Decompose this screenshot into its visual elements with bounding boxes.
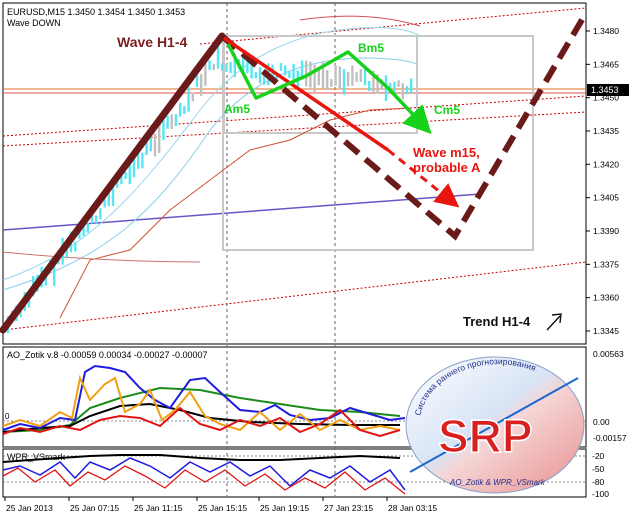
time-axis: 25 Jan 2013 25 Jan 07:15 25 Jan 11:15 25 Ja… bbox=[4, 497, 437, 513]
ao-tick-label: 0.00 bbox=[593, 417, 610, 427]
ao-red-line bbox=[2, 406, 401, 438]
price-tick-label: 1.3375 bbox=[593, 259, 619, 269]
time-tick-label: 25 Jan 11:15 bbox=[134, 503, 183, 513]
green-m5-wave bbox=[226, 43, 432, 135]
label-cm5: Cm5 bbox=[434, 103, 460, 117]
label-wave-m15: Wave m15, bbox=[413, 145, 480, 160]
logo-letters: SRP bbox=[438, 410, 533, 462]
wpr-black-line bbox=[2, 454, 401, 463]
price-tick-label: 1.3435 bbox=[593, 126, 619, 136]
ma-curve-5 bbox=[2, 251, 201, 263]
wpr-tick-label: -20 bbox=[592, 451, 605, 461]
wpr-title: WPR_VSmark bbox=[7, 452, 66, 462]
logo-bottom-text: AO_Zotik & WPR_VSmark bbox=[449, 478, 546, 487]
ao-zero-label: 0 bbox=[5, 412, 10, 421]
price-tick-label: 1.3465 bbox=[593, 59, 619, 69]
srp-logo: SRP Система раннего прогнозирования AO_Z… bbox=[405, 356, 585, 494]
ao-title: AO_Zotik v.8 -0.00059 0.00034 -0.00027 -… bbox=[7, 350, 207, 360]
time-tick-label: 27 Jan 23:15 bbox=[324, 503, 373, 513]
price-tick-label: 1.3345 bbox=[593, 326, 619, 336]
time-tick-label: 25 Jan 07:15 bbox=[70, 503, 119, 513]
wpr-tick-label: -100 bbox=[592, 489, 609, 499]
time-tick-label: 25 Jan 19:15 bbox=[260, 503, 309, 513]
ma-curve-4 bbox=[299, 15, 421, 27]
ao-tick-label: -0.00157 bbox=[593, 433, 627, 443]
channel-lines bbox=[2, 7, 587, 331]
label-probable-a: probable A bbox=[413, 160, 481, 175]
label-am5: Am5 bbox=[224, 102, 250, 116]
ma-curve-3 bbox=[59, 107, 411, 319]
ao-orange-line bbox=[2, 374, 401, 432]
wpr-red-line bbox=[2, 465, 406, 495]
price-tick-label: 1.3480 bbox=[593, 26, 619, 36]
wave-h1-solid-line bbox=[0, 32, 226, 334]
current-price-badge bbox=[587, 84, 629, 96]
wpr-tick-label: -50 bbox=[592, 464, 605, 474]
price-tick-label: 1.3360 bbox=[593, 293, 619, 303]
main-price-panel[interactable] bbox=[2, 2, 587, 345]
price-tick-label: 1.3390 bbox=[593, 226, 619, 236]
label-bm5: Bm5 bbox=[358, 41, 384, 55]
wpr-tick-label: -80 bbox=[592, 477, 605, 487]
trend-arrow-icon bbox=[546, 315, 561, 331]
time-tick-label: 28 Jan 03:15 bbox=[388, 503, 437, 513]
wpr-blue-line bbox=[2, 457, 406, 491]
ao-tick-label: 0.00563 bbox=[593, 349, 624, 359]
current-price-label: 1.3453 bbox=[591, 85, 619, 95]
price-tick-label: 1.3420 bbox=[593, 159, 619, 169]
price-axis: 1.3480 1.3465 1.3450 1.3435 1.3420 1.3405 1.33… bbox=[586, 26, 619, 336]
label-wave-h1: Wave H1-4 bbox=[117, 34, 188, 50]
ao-axis: 0.00563 0.00 -0.00157 bbox=[593, 349, 627, 443]
price-tick-label: 1.3405 bbox=[593, 193, 619, 203]
time-tick-label: 25 Jan 15:15 bbox=[198, 503, 247, 513]
ma-curve-1 bbox=[2, 27, 421, 281]
indicator-name: Wave DOWN bbox=[7, 18, 61, 28]
symbol-info: EURUSD,M15 1.3450 1.3454 1.3450 1.3453 bbox=[7, 7, 185, 17]
ma-curve-2 bbox=[2, 57, 419, 291]
wave-h1-dashed-projection bbox=[220, 16, 586, 241]
label-trend-h1: Trend H1-4 bbox=[463, 314, 531, 329]
logo-diagonal-line bbox=[409, 377, 579, 473]
wpr-axis: -20 -50 -80 -100 bbox=[592, 451, 609, 499]
wave-m15-line bbox=[223, 36, 389, 152]
price-tick-label: 1.3450 bbox=[593, 93, 619, 103]
trend-arrowhead-icon bbox=[551, 313, 562, 324]
time-tick-label: 25 Jan 2013 bbox=[6, 503, 53, 513]
